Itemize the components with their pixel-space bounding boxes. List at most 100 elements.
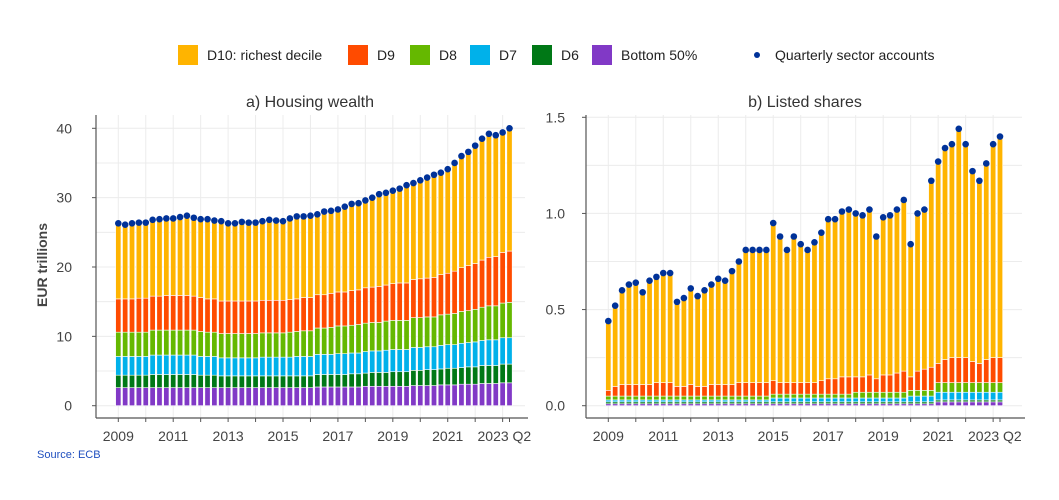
dot-sector-accounts-29 bbox=[314, 210, 321, 218]
bar-d6-54 bbox=[485, 365, 492, 384]
bar-d8-11 bbox=[190, 329, 197, 356]
bar-d10-richest-decile-33 bbox=[341, 206, 348, 293]
bar-d6-7 bbox=[163, 374, 170, 388]
legend-label-2: D8 bbox=[439, 47, 457, 63]
x-tick-label: 2015 bbox=[267, 428, 298, 444]
bar-d8-12 bbox=[197, 331, 204, 357]
dot-sector-accounts-15 bbox=[708, 281, 715, 288]
bar-d10-richest-decile-55 bbox=[492, 134, 499, 257]
bar-d10-richest-decile-20 bbox=[252, 222, 259, 302]
dot-sector-accounts-35 bbox=[355, 199, 362, 207]
legend-label-5: Bottom 50% bbox=[621, 47, 697, 63]
bar-d7-37 bbox=[369, 350, 376, 373]
bar-d9-49 bbox=[942, 359, 949, 383]
bar-d10-richest-decile-25 bbox=[286, 218, 293, 300]
bar-d7-27 bbox=[790, 397, 797, 403]
bar-d8-52 bbox=[472, 309, 479, 343]
bar-d9-32 bbox=[825, 378, 832, 395]
bar-d8-27 bbox=[790, 393, 797, 399]
dot-sector-accounts-7 bbox=[163, 215, 170, 222]
bar-d7-4 bbox=[142, 356, 149, 376]
dot-sector-accounts-21 bbox=[259, 217, 266, 225]
bar-d10-richest-decile-39 bbox=[873, 236, 880, 380]
bar-d6-6 bbox=[156, 374, 163, 388]
bar-d10-richest-decile-41 bbox=[396, 188, 403, 284]
bar-d9-31 bbox=[328, 293, 335, 328]
bar-d6-39 bbox=[382, 372, 389, 387]
bar-d7-45 bbox=[424, 346, 431, 370]
bar-bottom-50--38 bbox=[376, 385, 383, 407]
bar-d9-20 bbox=[252, 300, 259, 334]
bar-d10-richest-decile-43 bbox=[410, 182, 417, 280]
bar-d8-24 bbox=[280, 332, 286, 358]
bar-d8-9 bbox=[667, 395, 674, 401]
bar-d9-18 bbox=[729, 384, 735, 397]
bar-d10-richest-decile-51 bbox=[465, 151, 472, 266]
bar-d9-51 bbox=[465, 265, 472, 311]
bar-d7-52 bbox=[962, 391, 969, 401]
bar-d7-21 bbox=[259, 356, 266, 377]
bar-d7-55 bbox=[492, 339, 499, 366]
bar-d7-0 bbox=[115, 356, 122, 376]
bar-d6-34 bbox=[348, 373, 355, 388]
dot-sector-accounts-17 bbox=[721, 277, 729, 285]
legend-label-dots: Quarterly sector accounts bbox=[775, 47, 935, 63]
dot-sector-accounts-53 bbox=[969, 167, 976, 175]
bar-d7-45 bbox=[914, 395, 921, 403]
bar-d8-11 bbox=[680, 395, 687, 401]
bar-d8-20 bbox=[252, 333, 259, 359]
bar-d10-richest-decile-42 bbox=[403, 184, 410, 284]
bar-d9-29 bbox=[314, 294, 321, 329]
bar-d7-9 bbox=[177, 354, 184, 375]
bar-bottom-50--37 bbox=[369, 385, 376, 407]
bar-d9-26 bbox=[783, 382, 790, 395]
bar-d10-richest-decile-49 bbox=[942, 147, 949, 360]
bar-d10-richest-decile-36 bbox=[852, 213, 859, 378]
bar-d10-richest-decile-13 bbox=[694, 295, 701, 387]
dot-sector-accounts-43 bbox=[410, 179, 417, 187]
bar-d7-28 bbox=[307, 356, 314, 377]
bar-d10-richest-decile-29 bbox=[314, 213, 321, 296]
bar-d9-7 bbox=[163, 295, 170, 331]
bar-d8-25 bbox=[777, 393, 784, 399]
bar-d6-57 bbox=[506, 363, 513, 384]
bar-d9-53 bbox=[969, 361, 976, 383]
bar-d10-richest-decile-22 bbox=[756, 249, 763, 383]
bar-d6-51 bbox=[465, 366, 472, 385]
bar-d9-37 bbox=[369, 286, 376, 323]
bar-d7-23 bbox=[273, 356, 280, 377]
bar-d8-16 bbox=[225, 333, 232, 359]
dot-sector-accounts-49 bbox=[941, 144, 949, 152]
y-tick-label: 40 bbox=[56, 120, 72, 136]
bar-d6-38 bbox=[376, 372, 383, 387]
y-tick-label: 1.0 bbox=[546, 205, 566, 221]
bar-d8-56 bbox=[990, 382, 997, 393]
bar-d7-10 bbox=[183, 354, 190, 375]
bar-bottom-50--36 bbox=[362, 385, 369, 407]
dot-sector-accounts-10 bbox=[183, 212, 191, 219]
bar-d10-richest-decile-57 bbox=[506, 128, 513, 252]
bar-bottom-50--12 bbox=[197, 387, 204, 407]
bar-d6-56 bbox=[499, 363, 506, 384]
dot-sector-accounts-45 bbox=[914, 210, 921, 217]
bar-d10-richest-decile-18 bbox=[729, 270, 735, 385]
bar-d8-4 bbox=[632, 395, 639, 401]
bar-d7-42 bbox=[403, 349, 410, 373]
dot-sector-accounts-46 bbox=[430, 171, 438, 179]
dot-sector-accounts-30 bbox=[320, 208, 328, 215]
bar-d10-richest-decile-34 bbox=[348, 203, 355, 291]
bar-d9-23 bbox=[763, 382, 770, 397]
bar-d9-40 bbox=[389, 283, 396, 321]
bar-d6-33 bbox=[341, 374, 348, 388]
dot-sector-accounts-26 bbox=[293, 213, 301, 220]
dot-sector-accounts-18 bbox=[728, 267, 736, 275]
bar-bottom-50--53 bbox=[969, 401, 976, 407]
bar-d7-47 bbox=[437, 345, 444, 370]
bar-d8-43 bbox=[900, 391, 907, 399]
bar-d9-25 bbox=[286, 299, 293, 333]
dot-sector-accounts-57 bbox=[506, 125, 513, 132]
bar-d8-38 bbox=[376, 322, 383, 352]
bar-d7-8 bbox=[170, 354, 177, 375]
bar-d6-45 bbox=[424, 369, 431, 386]
bar-d7-50 bbox=[458, 342, 465, 368]
